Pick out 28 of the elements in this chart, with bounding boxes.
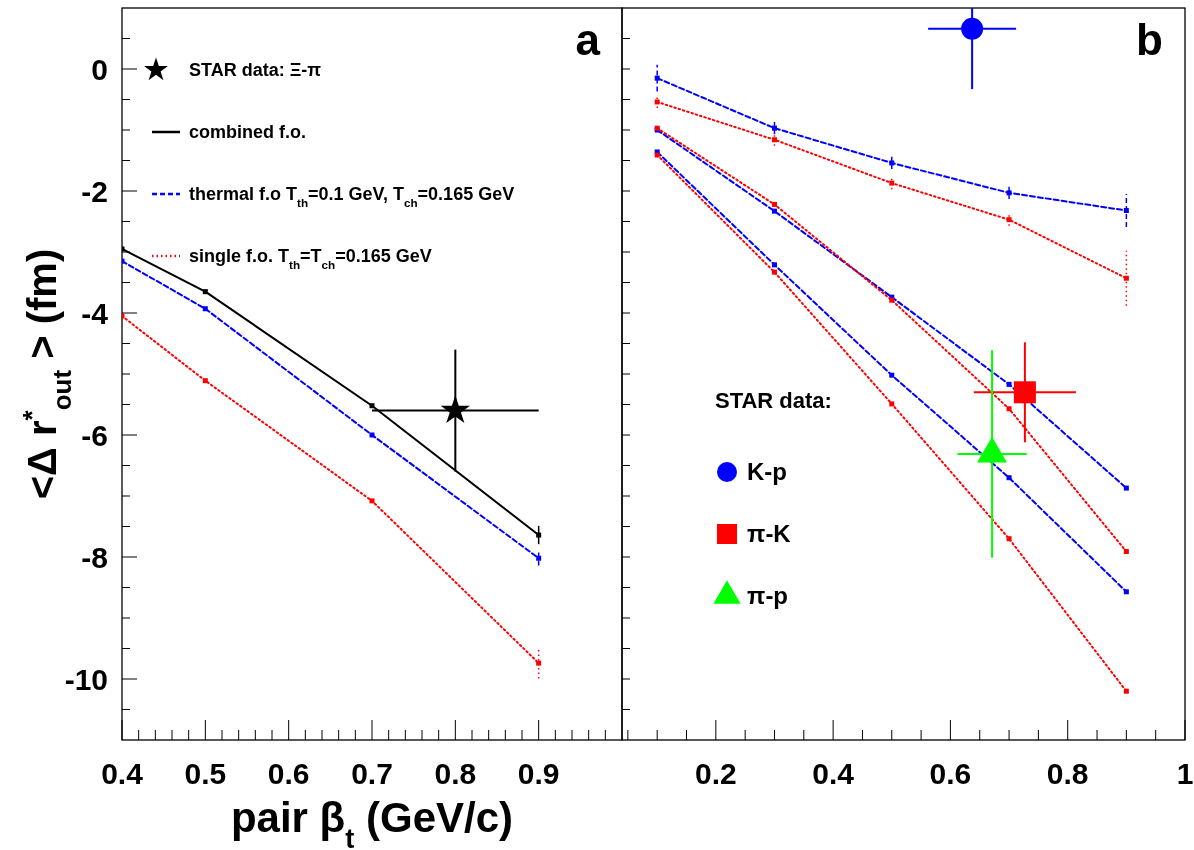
legend-label: combined f.o. — [189, 122, 306, 143]
legend-label: single f.o. T$_{th}$=T$_{ch}$=0.165 GeV — [189, 246, 432, 271]
x-tick-label: 0.6 — [929, 757, 972, 790]
legend-label: π-p — [747, 582, 789, 610]
y-tick-label: -8 — [81, 540, 108, 574]
x-tick-label: 0.7 — [351, 757, 393, 790]
x-tick-label: 0.4 — [101, 757, 144, 790]
y-tick-label: -6 — [81, 418, 108, 452]
annotation: a — [575, 15, 601, 64]
legend-label: STAR data: Ξ-π — [189, 60, 322, 81]
legend-label: K-p — [747, 458, 787, 486]
x-tick-label: 0.9 — [517, 757, 560, 790]
legend-label: π-K — [747, 520, 792, 548]
x-tick-label: 0.6 — [267, 757, 310, 790]
y-tick-label: 0 — [91, 52, 108, 86]
x-tick-label: 0.2 — [694, 757, 737, 790]
legend-title: STAR data: — [715, 388, 832, 413]
y-tick-label: -10 — [64, 662, 108, 696]
annotation: b — [1136, 15, 1163, 64]
x-tick-label: 0.8 — [434, 757, 477, 790]
x-tick-label: 0.8 — [1046, 757, 1089, 790]
x-tick-label: 0.4 — [812, 757, 855, 790]
x-axis-title: pair β$_{t}$ (GeV/c) — [230, 794, 514, 850]
y-tick-label: -4 — [81, 296, 109, 330]
legend-label: thermal f.o T$_{th}$=0.1 GeV, T$_{ch}$=0.165 GeV — [189, 184, 515, 209]
x-tick-label: 1 — [1176, 757, 1194, 790]
x-tick-label: 0.5 — [184, 757, 227, 790]
y-tick-label: -2 — [81, 174, 108, 208]
